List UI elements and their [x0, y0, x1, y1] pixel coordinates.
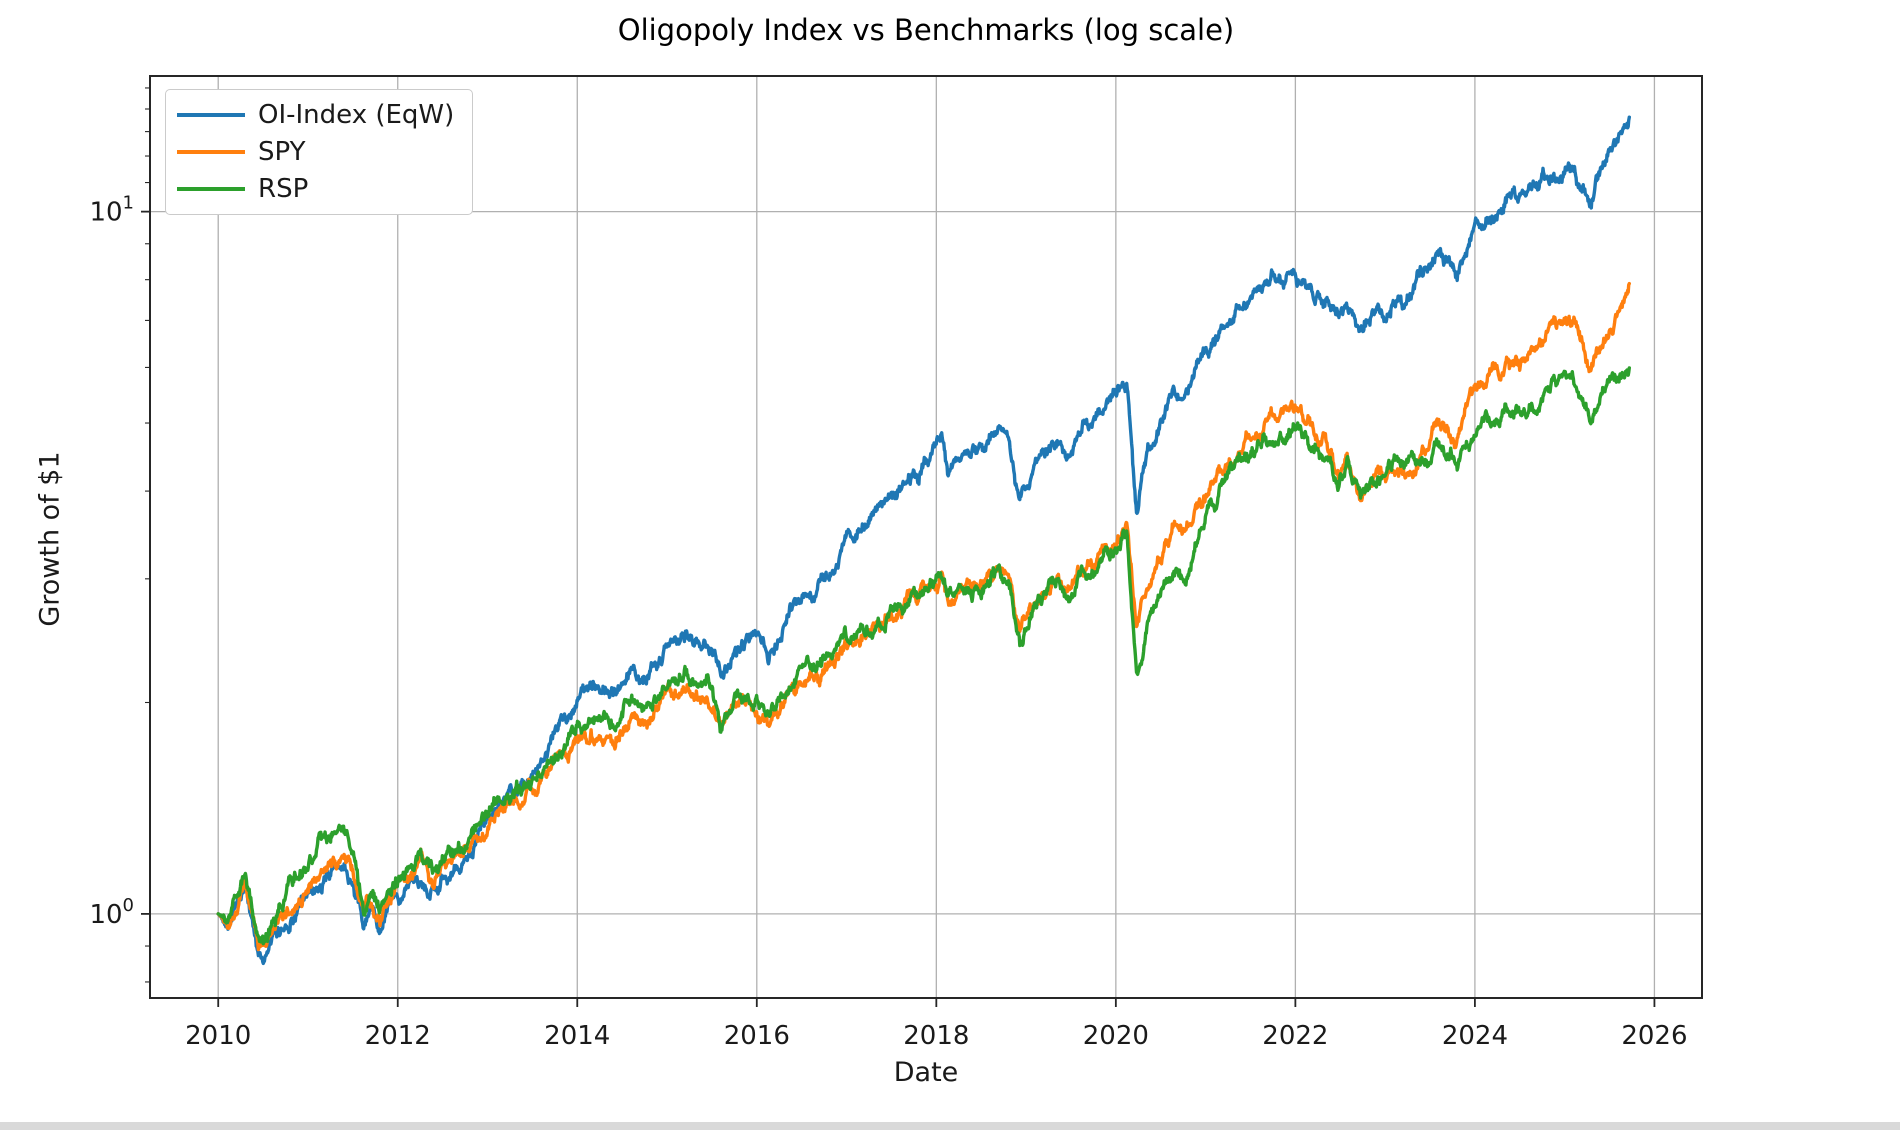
series-group: [216, 115, 1631, 966]
legend-item: SPY: [166, 137, 472, 167]
legend-line-swatch-rsp: [177, 186, 245, 191]
tick-labels: 2010 2012 2014 2016 2018 2020 2022 2024 2026 100 1…: [89, 193, 1687, 1051]
legend-label: OI-Index (EqW): [258, 100, 455, 131]
x-tick-label: 2022: [1262, 1021, 1328, 1051]
plot-frame: [149, 75, 1703, 999]
series-line-spy: [216, 281, 1631, 952]
x-tick-label: 2024: [1442, 1021, 1508, 1051]
legend-item: OI-Index (EqW): [166, 100, 472, 130]
x-tick-label: 2016: [724, 1021, 790, 1051]
legend-label: RSP: [258, 173, 309, 204]
x-tick-label: 2026: [1621, 1021, 1687, 1051]
x-tick-label: 2018: [903, 1021, 969, 1051]
y-tick-label: 101: [89, 193, 134, 228]
legend-item: RSP: [166, 174, 472, 204]
y-tick-label: 100: [89, 895, 134, 930]
x-tick-label: 2010: [185, 1021, 251, 1051]
legend-line-swatch-oi-index: [177, 113, 245, 118]
legend-label: SPY: [258, 136, 306, 167]
x-tick-label: 2014: [544, 1021, 610, 1051]
series-line-rsp: [216, 366, 1631, 946]
legend: OI-Index (EqW) SPY RSP: [165, 89, 473, 215]
legend-line-swatch-spy: [177, 149, 245, 154]
y-axis-label: Growth of $1: [34, 451, 66, 627]
x-tick-label: 2012: [365, 1021, 431, 1051]
ticks: [141, 87, 1656, 1007]
bottom-strip: [0, 1122, 1900, 1130]
x-axis-label: Date: [893, 1057, 959, 1088]
series-line-oi-index-eqw: [216, 115, 1631, 966]
chart-title: Oligopoly Index vs Benchmarks (log scale…: [617, 13, 1235, 47]
x-tick-label: 2020: [1083, 1021, 1149, 1051]
